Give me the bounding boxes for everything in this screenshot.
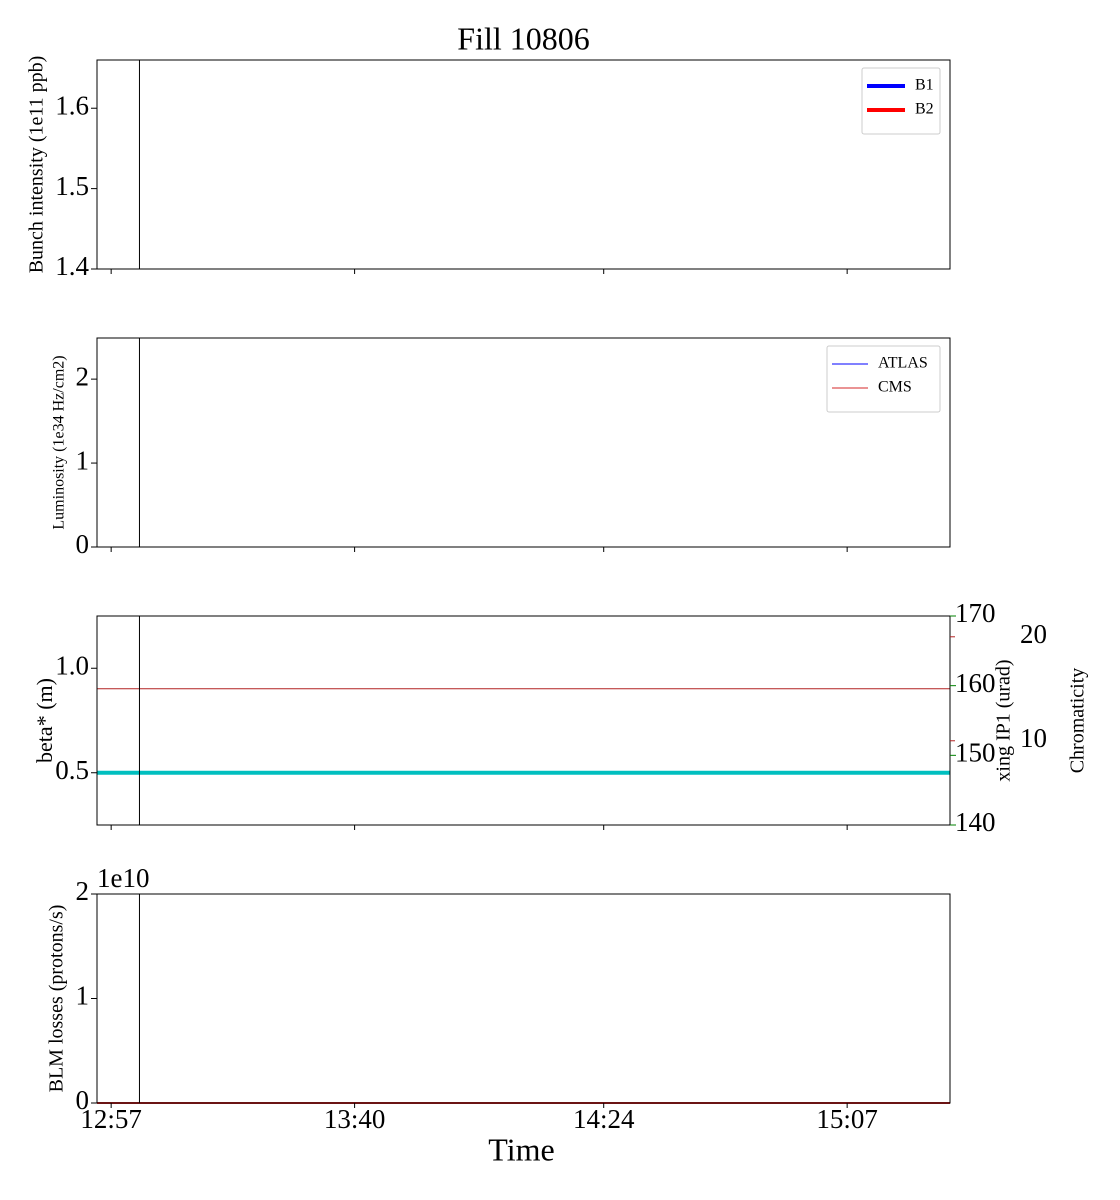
y2-tick-label: 170	[955, 598, 996, 628]
y-tick-label: 1.4	[55, 251, 89, 281]
y-tick-label: 2	[76, 361, 90, 391]
x-tick-label: 12:57	[80, 1104, 142, 1134]
y-axis-label: Bunch intensity (1e11 ppb)	[26, 56, 48, 274]
y-tick-label: 0	[76, 529, 90, 559]
panel: 0.5 1.0 140 150 160 170 10 20 beta* (m) xing IP1 …	[32, 598, 1089, 837]
legend-label: ATLAS	[878, 355, 928, 372]
y2-tick-label: 160	[955, 668, 996, 698]
legend-label: CMS	[878, 379, 912, 396]
y-tick-label: 1	[76, 445, 90, 475]
plot-frame	[96, 893, 951, 1104]
y3-tick-label: 10	[1020, 723, 1047, 753]
y-tick-label: 1.5	[55, 171, 89, 201]
y2-tick-label: 150	[955, 738, 996, 768]
y3-axis-label: Chromaticity	[1067, 668, 1089, 774]
panel: 0 1 2 Luminosity (1e34 Hz/cm2) ATLAS CMS	[51, 337, 951, 559]
offset-label: 1e10	[97, 863, 149, 893]
legend-label: B1	[915, 77, 934, 94]
y-axis-label: BLM losses (protons/s)	[46, 905, 68, 1093]
legend-box	[826, 345, 941, 413]
y-tick-label: 1.6	[55, 90, 89, 120]
legend-label: B2	[915, 101, 934, 118]
plot-frame	[96, 59, 951, 270]
panel: 0 1 2 BLM losses (protons/s) 1e10 12:57 13:40 1…	[46, 863, 951, 1167]
y-tick-label: 0.5	[55, 755, 89, 785]
y-tick-label: 1.0	[55, 650, 89, 680]
chart-title: Fill 10806	[457, 20, 589, 56]
plot-frame	[96, 615, 951, 826]
y2-tick-label: 140	[955, 807, 996, 837]
plot-frame	[96, 337, 951, 548]
y3-tick-label: 20	[1020, 619, 1047, 649]
x-tick-label: 14:24	[573, 1104, 635, 1134]
y-tick-label: 1	[76, 981, 90, 1011]
x-axis-label: Time	[488, 1131, 554, 1167]
y-axis-label: Luminosity (1e34 Hz/cm2)	[51, 355, 68, 529]
y-tick-label: 0	[76, 1085, 90, 1115]
y2-axis-label: xing IP1 (urad)	[993, 659, 1015, 781]
panel: Fill 10806 1.4 1.5 1.6 Bunch intensity (1e11…	[26, 20, 951, 281]
x-tick-label: 13:40	[324, 1104, 386, 1134]
y-tick-label: 2	[76, 876, 90, 906]
x-tick-label: 15:07	[816, 1104, 878, 1134]
y-axis-label: beta* (m)	[32, 678, 57, 763]
